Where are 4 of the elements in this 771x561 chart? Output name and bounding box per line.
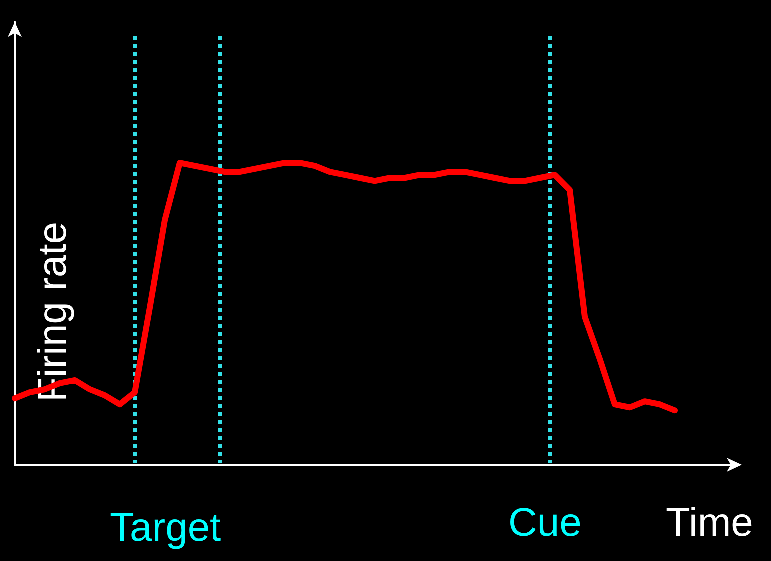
text: Target — [110, 506, 222, 550]
text: Cue — [508, 501, 582, 545]
x-axis-title: Time — [666, 501, 754, 545]
y-axis-title: Firing rate — [31, 222, 75, 402]
